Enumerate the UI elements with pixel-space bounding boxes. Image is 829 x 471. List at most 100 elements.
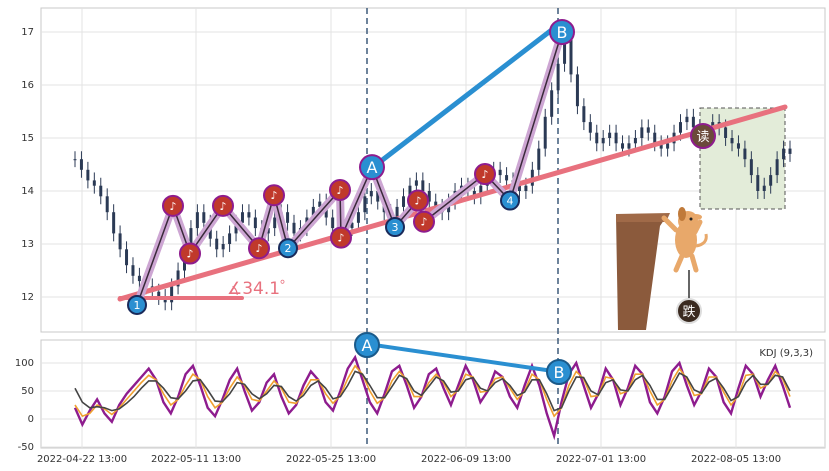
indicator-marker-A: A [354,332,380,358]
candle-body [92,180,96,186]
candle-body [627,143,631,149]
wave-marker-label: ♪ [186,248,193,261]
indicator-y-tick-label: 0 [28,414,34,425]
candle-body [743,148,747,160]
wave-marker-♪: ♪ [263,184,285,207]
candle-body [595,132,599,144]
candle-body [221,244,225,250]
candle-body [537,148,541,170]
wave-marker-label: ♪ [481,168,488,181]
candle-body [350,222,354,229]
indicator-marker-circle [546,359,572,385]
indicator-y-tick-label: 50 [21,386,34,397]
candle-body [621,143,625,149]
wave-marker-circle [385,217,405,238]
svg-text:读: 读 [696,130,709,145]
candle-body [775,159,779,176]
candle-body [189,228,193,250]
price-y-tick-label: 14 [21,186,34,197]
x-tick-label: 2022-04-22 13:00 [37,454,127,465]
wave-marker-2: 2 [278,238,298,259]
wave-marker-circle [162,194,184,217]
wave-marker-circle [127,294,147,315]
candle-body [202,212,206,223]
price-y-ticks: 12 13 14 15 16 17 [21,27,34,303]
candle-body [292,222,296,234]
candle-body [363,196,367,213]
candle-body [782,148,786,160]
candle-body [170,286,174,303]
wave-marker-♪: ♪ [407,189,429,212]
candle-body [286,212,290,223]
price-y-tick-label: 12 [21,292,34,303]
x-tick-label: 2022-05-25 13:00 [286,454,376,465]
wave-marker-1: 1 [127,294,147,315]
x-tick-label: 2022-08-05 13:00 [691,454,781,465]
candle-body [633,138,637,144]
candle-body [125,249,129,266]
ab-line-indicator [372,343,555,373]
wave-marker-A: A [359,154,385,181]
candle-body [73,159,77,161]
candle-body [376,191,380,202]
wave-marker-label: 3 [392,221,399,234]
candle-body [724,127,728,138]
wave-marker-label: ♪ [270,189,277,202]
wave-marker-circle [329,178,351,201]
candle-body [640,127,644,138]
candle-body [247,212,251,218]
candle-body [311,206,315,218]
wave-marker-circle [248,237,270,260]
wave-marker-3: 3 [385,217,405,238]
wave-marker-♪: ♪ [413,210,435,233]
indicator-panel [40,339,826,449]
candle-body [563,37,567,64]
candle-body [588,122,592,133]
wave-marker-circle [212,194,234,217]
candle-body [749,159,753,176]
candle-body [736,143,740,149]
candle-body [137,275,141,282]
price-panel [40,7,826,333]
candle-body [234,222,238,234]
wave-marker-circle [474,163,496,186]
wave-marker-label: 4 [507,195,514,208]
candle-body [240,212,244,223]
candle-body [569,37,573,75]
candle-body [273,217,277,229]
kdj-series-line [73,354,792,441]
candle-body [543,116,547,149]
wave-marker-circle [330,226,352,249]
candle-body [524,185,528,191]
indicator-y-ticks: 100 50 0 -50 [15,358,34,453]
wave-marker-circle [263,184,285,207]
wave-marker-label: 1 [134,299,141,312]
candle-body [79,159,83,170]
candle-body [472,191,476,197]
candle-body [505,175,509,181]
wave-markers: 1 ♪ ♪ ♪ ♪ ♪ 2 ♪ ♪ A 3 ♪ ♪ ♪ 4 B [127,19,575,315]
x-ticks: 2022-04-22 13:00 2022-05-11 13:00 2022-05-… [37,454,781,465]
candle-body [356,212,360,223]
wave-marker-4: 4 [500,190,520,211]
kdj-series-line [74,370,791,412]
candle-body [769,175,773,186]
candle-body [105,196,109,213]
wave-marker-label: ♪ [336,184,343,197]
candle-body [479,185,483,197]
indicator-marker-circle [354,332,380,358]
candle-body [762,185,766,191]
indicator-marker-label: B [554,363,565,382]
wave-marker-label: ♪ [255,242,262,255]
candle-body [253,217,257,229]
wave-marker-♪: ♪ [162,194,184,217]
candle-body [653,132,657,144]
svg-text:跌: 跌 [682,304,695,320]
wave-marker-label: 2 [285,242,292,255]
wave-marker-♪: ♪ [212,194,234,217]
indicator-markers: AB [354,332,572,385]
wave-marker-circle [413,210,435,233]
wave-marker-label: ♪ [219,200,226,213]
candle-body [608,132,612,138]
candle-body [195,212,199,229]
